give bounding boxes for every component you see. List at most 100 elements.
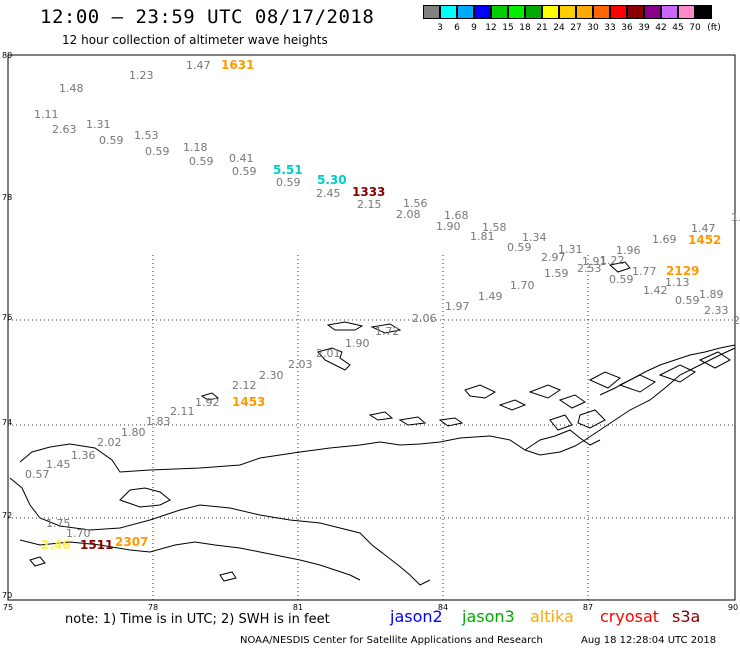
wave-height-value: 1.96	[616, 244, 641, 257]
wave-height-value: 1.53	[134, 129, 159, 142]
lat-label: 78	[2, 193, 12, 202]
colorbar-label: 3	[437, 23, 443, 33]
lon-label: 81	[293, 603, 303, 612]
wave-height-value: 0.59	[675, 294, 700, 307]
wave-height-value: 2.12	[232, 379, 257, 392]
colorbar-cell	[474, 5, 491, 19]
colorbar-cell	[644, 5, 661, 19]
wave-height-value: 2.53	[577, 262, 602, 275]
wave-height-value: 1.70	[66, 527, 91, 540]
island-4	[200, 392, 220, 401]
coast-mainland	[19, 347, 736, 473]
wave-height-value: 1.59	[544, 267, 569, 280]
wave-height-value: 2307	[115, 535, 148, 549]
wave-height-value: 1453	[232, 395, 265, 409]
wave-height-value: 1.75	[46, 517, 71, 530]
wave-height-value: 1.81	[470, 230, 495, 243]
wave-height-value: 0.57	[25, 468, 50, 481]
wave-height-value: 1452	[688, 233, 721, 247]
wave-height-value: 0.59	[232, 165, 257, 178]
wave-height-value: 1.31	[86, 118, 111, 131]
island-2	[370, 323, 402, 334]
island-10	[558, 394, 586, 409]
wave-height-value: 0.59	[609, 273, 634, 286]
wave-height-value: 1333	[352, 185, 385, 199]
wave-height-value: 1.22	[600, 254, 625, 267]
satellite-altika: altika	[530, 607, 574, 626]
colorbar-cell	[542, 5, 559, 19]
wave-height-value: 5.30	[317, 173, 347, 187]
lat-label: 76	[2, 313, 12, 322]
satellite-jason2: jason2	[390, 607, 443, 626]
wave-height-labels: 1.47 1631 1.23 1.481.11 2.63 1.31 0.59 1.53 0.59…	[25, 58, 740, 552]
wave-height-value: 2.02	[97, 436, 122, 449]
colorbar-cell	[661, 5, 678, 19]
wave-height-value: 1.36	[71, 449, 96, 462]
colorbar-label: 42	[655, 23, 667, 33]
wave-height-value: 1.90	[345, 337, 370, 350]
wave-height-value: 1.77	[632, 265, 657, 278]
satellite-cryosat: cryosat	[600, 607, 660, 626]
colorbar-cell	[491, 5, 508, 19]
coast-peninsula	[9, 477, 431, 586]
island-11	[577, 409, 606, 429]
page-subtitle: 12 hour collection of altimeter wave hei…	[62, 33, 328, 47]
colorbar-label: 9	[471, 23, 477, 33]
colorbar-label: 70	[689, 23, 701, 33]
wave-height-value: 1.49	[478, 290, 503, 303]
lat-label: 70	[2, 591, 12, 600]
colorbar-cell	[559, 5, 576, 19]
wave-height-value: 0.59	[276, 176, 301, 189]
wave-height-value: 1.70	[510, 279, 535, 292]
wave-height-value: 1.97	[445, 300, 470, 313]
islands	[29, 261, 731, 582]
island-5	[368, 411, 394, 421]
lon-label: 87	[583, 603, 593, 612]
wave-height-value: 0.59	[189, 155, 214, 168]
island-14	[658, 364, 697, 383]
latitude-labels: 80 78 76 74 72 70	[2, 51, 12, 600]
footer-note: note: 1) Time is in UTC; 2) SWH is in fe…	[65, 612, 330, 627]
coast-severnaya	[524, 429, 601, 451]
generated-timestamp: Aug 18 12:28:04 UTC 2018	[581, 635, 717, 646]
lon-label: 75	[3, 603, 13, 612]
lon-label: 90	[728, 603, 738, 612]
colorbar-label: 12	[485, 23, 497, 33]
lon-label: 84	[438, 603, 448, 612]
satellite-s3a: s3a	[672, 607, 701, 626]
island-13	[618, 374, 657, 393]
island-6	[398, 416, 427, 426]
colorbar-label: 39	[638, 23, 650, 33]
wave-height-value: 1.47	[691, 222, 716, 235]
lat-label: 74	[2, 418, 12, 427]
wave-height-value: 1.91	[582, 255, 607, 268]
island-15	[698, 351, 731, 369]
wave-height-value: 0.59	[145, 145, 170, 158]
wave-height-value: 2.33	[704, 304, 729, 317]
wave-height-value: 1.23	[129, 69, 154, 82]
wave-height-value: 2.45	[316, 187, 341, 200]
wave-height-value: 0.59	[507, 241, 532, 254]
wave-height-value: 1.31	[558, 243, 583, 256]
credit-text: NOAA/NESDIS Center for Satellite Applica…	[240, 635, 543, 646]
wave-height-value: 1.92	[195, 396, 220, 409]
island-18	[438, 417, 464, 427]
wave-height-value: 2.15	[357, 198, 382, 211]
colorbar-label: 30	[587, 23, 599, 33]
wave-height-value: 1.48	[59, 82, 84, 95]
wave-height-value: 1.83	[146, 415, 171, 428]
satellite-jason3: jason3	[462, 607, 515, 626]
map-frame	[7, 54, 736, 601]
wave-height-value: 1.47	[186, 59, 211, 72]
wave-height-value: 1.58	[482, 221, 507, 234]
colorbar-cell	[525, 5, 542, 19]
colorbar-cell	[610, 5, 627, 19]
lat-label: 72	[2, 511, 12, 520]
colorbar-cell	[576, 5, 593, 19]
wave-height-value: 1511	[80, 538, 113, 552]
wave-height-value: 1.11	[34, 108, 59, 121]
wave-height-value: 1.80	[121, 426, 146, 439]
wave-height-value: 1.18	[183, 141, 208, 154]
island-3	[317, 347, 351, 371]
